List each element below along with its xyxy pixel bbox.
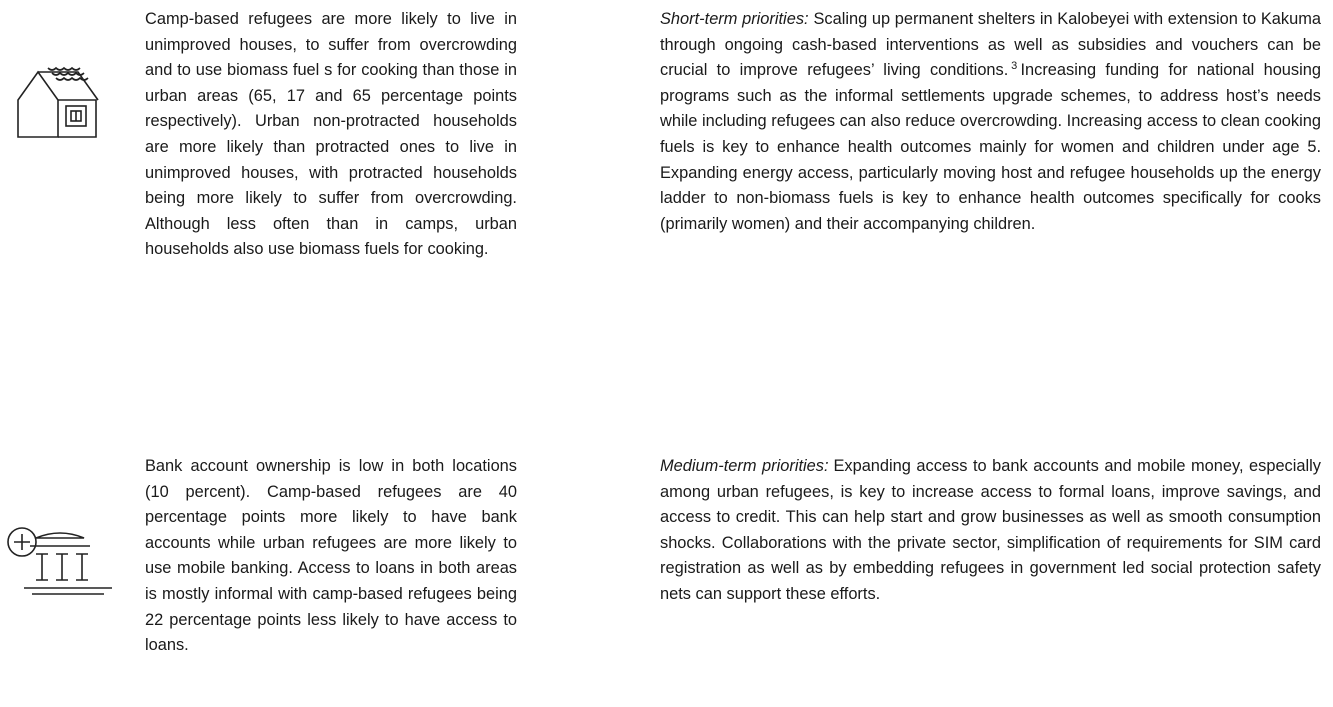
priority-text: Increasing funding for national housing … bbox=[660, 61, 1321, 233]
house-roof-tiles bbox=[47, 66, 89, 81]
footnote-ref: 3 bbox=[1011, 59, 1018, 72]
bank-base bbox=[24, 587, 112, 595]
bank-plus-sign bbox=[14, 534, 30, 550]
housing-findings: Camp-based refugees are more likely to l… bbox=[145, 10, 517, 259]
bank-columns bbox=[36, 553, 88, 581]
bank-roof bbox=[35, 532, 85, 539]
priority-text: Scaling up permanent shelters in Kalobey… bbox=[660, 10, 1321, 80]
priority-text: Expanding access to bank accounts and mo… bbox=[660, 457, 1321, 603]
house-wall-side bbox=[58, 99, 97, 138]
bank-plus-circle bbox=[7, 527, 37, 557]
priority-label: Medium-term priorities: bbox=[660, 457, 829, 475]
housing-priorities: Short-term priorities: Scaling up permane… bbox=[660, 7, 1321, 237]
house-wall-front bbox=[17, 70, 59, 138]
finance-priorities: Medium-term priorities: Expanding access … bbox=[660, 454, 1321, 608]
bank-icon bbox=[7, 527, 112, 595]
priority-label: Short-term priorities: bbox=[660, 10, 809, 28]
house-icon bbox=[17, 66, 99, 138]
house-window bbox=[65, 105, 87, 127]
finance-findings: Bank account ownership is low in both lo… bbox=[145, 457, 517, 655]
house-roof bbox=[38, 71, 99, 101]
